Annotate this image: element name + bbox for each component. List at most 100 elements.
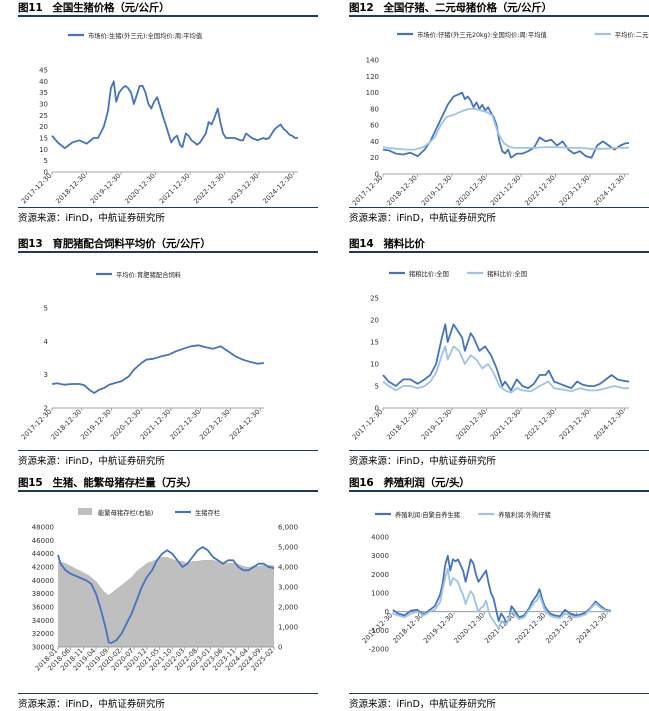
y-tick-label: 4 <box>44 338 49 346</box>
chart-fig12: 市场价:仔猪(外三元20kg):全国均价:周:平均值 平均价:二元母猪 0 20 40 6… <box>351 30 649 207</box>
y-tick-label: 45 <box>39 67 48 75</box>
y-tick-label: 10 <box>370 361 379 369</box>
y-tick-label: 48000 <box>32 524 54 532</box>
x-tick-label: 2022-12-30 <box>192 172 226 206</box>
y-tick-label: 10 <box>39 146 48 154</box>
x-tick-label: 2020-12-30 <box>453 611 487 645</box>
y-tick-label: 4000 <box>371 534 389 542</box>
series-line <box>51 80 298 150</box>
y2-tick-label: 3,000 <box>278 584 298 592</box>
legend-label: 养殖利润:外购仔猪 <box>498 510 551 519</box>
y-tick-label: 2000 <box>371 571 389 579</box>
x-tick-label: 2017-12-30 <box>351 174 385 208</box>
y-tick-label: 2 <box>44 405 48 413</box>
title-rule <box>349 15 649 17</box>
title-rule <box>349 251 649 253</box>
legend-item: 养殖利润:外购仔猪 <box>478 510 551 519</box>
title-rule <box>18 15 318 17</box>
y-tick-label: 0 <box>385 608 389 616</box>
figure-panel-15: 图15 生猪、能繁母猪存栏量（万头） 资源来源：iFinD，中航证券研究所 能繁母猪存… <box>18 475 318 711</box>
legend-label: 生猪存栏 <box>195 508 220 517</box>
y-tick-label: 38000 <box>32 590 54 598</box>
chart-fig13: 平均价:育肥猪配合饲料 2 3 4 5 2017-12-302018-12-302019-… <box>20 270 265 442</box>
series-line <box>51 344 265 394</box>
legend-item: 养殖利润:自繁自养生猪 <box>375 510 461 519</box>
y-tick-label: 20 <box>370 317 379 325</box>
legend-item: 市场价:生猪(外三元):全国均价:周:平均值 <box>68 31 203 40</box>
chart-fig11: 市场价:生猪(外三元):全国均价:周:平均值 0 5 10 15 20 25 30 35 40 45… <box>20 31 298 205</box>
legend-label: 市场价:生猪(外三元):全国均价:周:平均值 <box>88 31 203 40</box>
source-rule <box>18 207 318 208</box>
figure-title: 图13 育肥猪配合饲料平均价（元/公斤） <box>18 236 211 251</box>
source-note: 资源来源：iFinD，中航证券研究所 <box>18 213 165 224</box>
y-tick-label: 3 <box>44 371 48 379</box>
y-tick-label: 0 <box>375 171 379 179</box>
chart-fig14: 猪粮比价:全国 猪料比价:全国 0 5 10 15 20 25 2017-12-30 2018-1… <box>351 269 630 442</box>
legend-item: 猪料比价:全国 <box>467 269 527 278</box>
figure-panel-11: 图11 全国生猪价格（元/公斤） 资源来源：iFinD，中航证券研究所 市场价:生猪(… <box>18 0 318 225</box>
x-tick-label: 2018-12-30 <box>385 408 419 442</box>
legend-label: 平均价:二元母猪 <box>615 30 649 39</box>
x-tick-label: 2020-12-30 <box>454 408 488 442</box>
figure-title-text: 生猪、能繁母猪存栏量（万头） <box>52 477 197 489</box>
figure-title: 图12 全国仔猪、二元母猪价格（元/公斤） <box>349 0 552 15</box>
x-tick-label: 2020-12-30 <box>454 174 488 208</box>
y-tick-label: 5 <box>375 383 379 391</box>
series-line <box>382 108 629 151</box>
x-tick-label: 2021-12-30 <box>489 174 523 208</box>
x-tick-label: 2018-12-30 <box>391 611 425 645</box>
y-tick-label: 40 <box>39 78 48 86</box>
figure-panel-14: 图14 猪料比价 资源来源：iFinD，中航证券研究所 猪粮比价:全国 猪料比价:全国 0… <box>349 236 649 468</box>
x-tick-label: 2019-12-30 <box>89 172 123 206</box>
y-tick-label: 100 <box>366 89 379 97</box>
y-tick-label: 32000 <box>32 630 54 638</box>
x-tick-label: 2024-12-30 <box>261 172 295 206</box>
y-tick-label: 25 <box>370 295 379 303</box>
title-rule <box>349 490 649 492</box>
x-tick-label: 2023-12-30 <box>227 172 261 206</box>
figure-title: 图14 猪料比价 <box>349 236 425 251</box>
y-tick-label: 140 <box>366 57 379 65</box>
x-tick-label: 2021-12-30 <box>139 408 173 442</box>
x-tick-label: 2022-12-30 <box>523 408 557 442</box>
legend-label: 能繁母猪存栏(右轴) <box>98 508 153 517</box>
y-tick-label: 35 <box>39 89 48 97</box>
x-tick-label: 2018-12-30 <box>385 174 419 208</box>
y-tick-label: 25 <box>39 112 48 120</box>
x-tick-label: 2019-12-30 <box>420 408 454 442</box>
x-tick-label: 2024-12-30 <box>228 408 262 442</box>
x-tick-label: 2017-12-30 <box>361 611 395 645</box>
legend-item: 能繁母猪存栏(右轴) <box>78 508 153 517</box>
y-tick-label: 120 <box>366 73 379 81</box>
source-note: 资源来源：iFinD，中航证券研究所 <box>349 456 496 467</box>
legend-item: 生猪存栏 <box>175 508 220 517</box>
y-tick-label: 60 <box>370 122 379 130</box>
x-tick-label: 2019-12-30 <box>420 174 454 208</box>
y-tick-label: 40000 <box>32 577 54 585</box>
source-rule <box>349 693 649 694</box>
figure-number: 图11 <box>18 2 43 14</box>
figure-title: 图11 全国生猪价格（元/公斤） <box>18 0 170 15</box>
series-line <box>382 323 630 392</box>
chart-fig16: 养殖利润:自繁自养生猪 养殖利润:外购仔猪 -2000 -1000 0 1000 2000 3… <box>361 510 612 654</box>
y-tick-label: 80 <box>370 105 379 113</box>
title-rule <box>18 251 318 253</box>
x-tick-label: 2020-12-30 <box>109 408 143 442</box>
y-tick-label: 20 <box>370 154 379 162</box>
source-note: 资源来源：iFinD，中航证券研究所 <box>349 699 496 710</box>
figure-title-text: 全国仔猪、二元母猪价格（元/公斤） <box>383 2 553 14</box>
source-rule <box>349 207 649 208</box>
y-tick-label: 30 <box>39 101 48 109</box>
legend-label: 猪粮比价:全国 <box>409 269 449 278</box>
y-tick-label: 1000 <box>371 590 389 598</box>
series-line <box>382 345 629 394</box>
source-rule <box>18 693 318 694</box>
figure-number: 图15 <box>18 477 43 489</box>
figure-title-text: 养殖利润（元/头） <box>383 477 470 489</box>
x-tick-label: 2017-12-30 <box>20 172 54 206</box>
y-tick-label: 30000 <box>32 644 54 652</box>
y-tick-label: 36000 <box>32 604 54 612</box>
source-note: 资源来源：iFinD，中航证券研究所 <box>18 699 165 710</box>
x-tick-label: 2021-12-30 <box>489 408 523 442</box>
x-tick-label: 2023-12-30 <box>198 408 232 442</box>
